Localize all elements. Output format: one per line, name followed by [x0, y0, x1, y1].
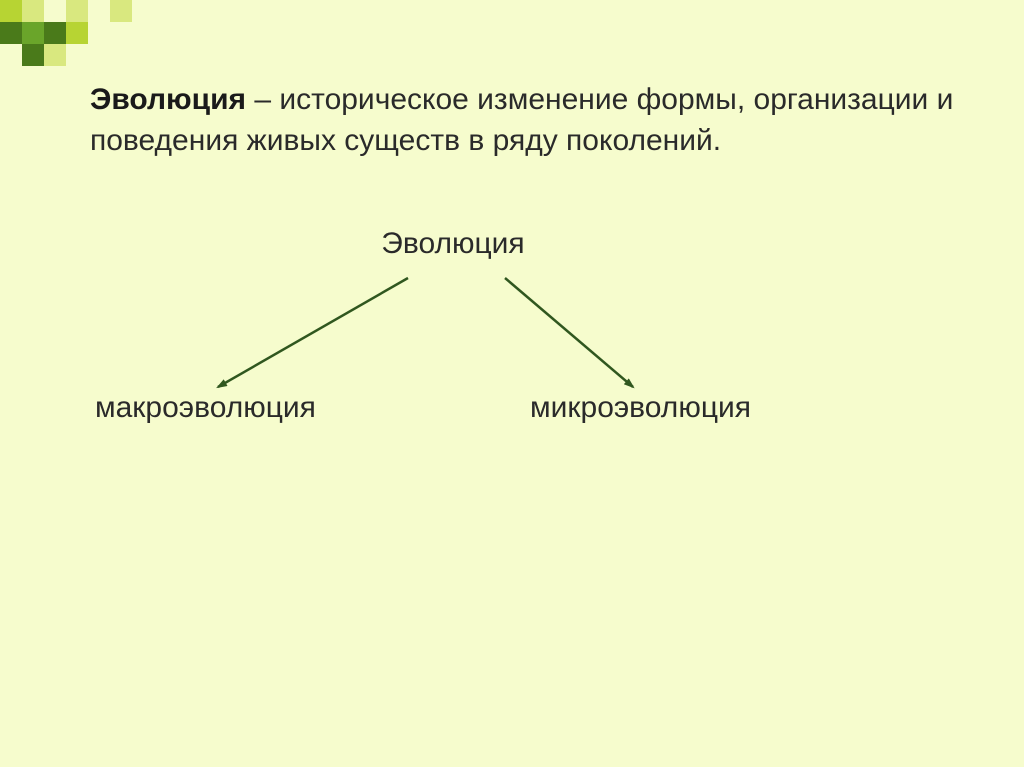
- slide: Эволюция – историческое изменение формы,…: [0, 0, 1024, 767]
- tree-child-right: микроэволюция: [530, 391, 751, 425]
- tree-child-left: макроэволюция: [95, 391, 316, 425]
- tree-arrows: [0, 0, 1024, 767]
